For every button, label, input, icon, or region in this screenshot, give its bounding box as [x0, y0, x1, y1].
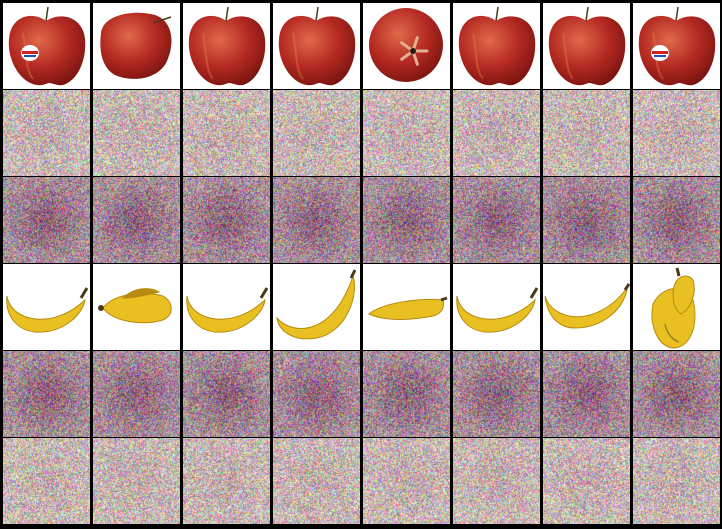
noise-image	[543, 90, 630, 176]
banana-image	[3, 264, 90, 350]
noise-image	[363, 438, 450, 524]
noise-image	[3, 90, 90, 176]
noise-image	[543, 177, 630, 263]
apple-image	[363, 3, 450, 89]
noise-image	[633, 351, 720, 437]
noise-image	[183, 90, 270, 176]
noise-image	[543, 351, 630, 437]
banana-image	[273, 264, 360, 350]
noise-image	[183, 177, 270, 263]
noise-image	[273, 90, 360, 176]
banana-image	[183, 264, 270, 350]
banana-image	[453, 264, 540, 350]
noise-image	[3, 438, 90, 524]
banana-image	[93, 264, 180, 350]
noise-image	[363, 177, 450, 263]
apple-image	[93, 3, 180, 89]
noise-image	[363, 351, 450, 437]
apple-image	[633, 3, 720, 89]
noise-image	[633, 177, 720, 263]
apple-image	[183, 3, 270, 89]
noise-image	[183, 351, 270, 437]
noise-image	[453, 90, 540, 176]
noise-image	[93, 90, 180, 176]
noise-image	[183, 438, 270, 524]
apple-image	[453, 3, 540, 89]
noise-image	[93, 351, 180, 437]
noise-image	[453, 177, 540, 263]
banana-image	[543, 264, 630, 350]
noise-image	[363, 90, 450, 176]
noise-image	[273, 438, 360, 524]
noise-image	[93, 177, 180, 263]
noise-image	[273, 177, 360, 263]
noise-image	[3, 351, 90, 437]
noise-image	[633, 90, 720, 176]
noise-image	[543, 438, 630, 524]
apple-image	[3, 3, 90, 89]
banana-image	[363, 264, 450, 350]
noise-image	[453, 438, 540, 524]
apple-image	[543, 3, 630, 89]
noise-image	[93, 438, 180, 524]
noise-image	[453, 351, 540, 437]
apple-image	[273, 3, 360, 89]
noise-image	[3, 177, 90, 263]
noise-image	[633, 438, 720, 524]
noise-image	[273, 351, 360, 437]
banana-image	[633, 264, 720, 350]
